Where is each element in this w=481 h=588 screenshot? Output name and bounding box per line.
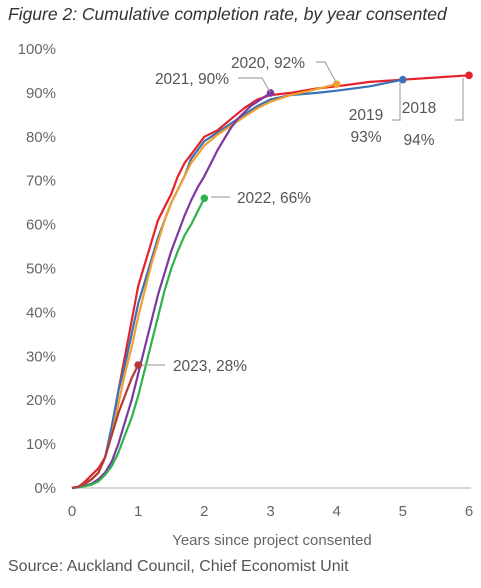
x-tick-label: 0 — [68, 503, 76, 520]
series-end-marker-2019 — [399, 75, 407, 84]
series-label-2020: 2020, 92% — [231, 55, 305, 72]
label-leader-2019 — [392, 82, 401, 121]
y-tick-label: 50% — [26, 261, 56, 278]
y-tick-label: 30% — [26, 348, 56, 365]
x-tick-label: 2 — [200, 503, 208, 520]
line-chart: 0% 10% 20% 30% 40% 50% 60% 70% 80% 90% 100% 0 1 2 3 4 5 6… — [18, 41, 474, 549]
label-leader-2018 — [455, 78, 464, 121]
x-axis-label: Years since project consented — [172, 532, 372, 549]
y-tick-label: 0% — [34, 480, 56, 497]
axes: 0% 10% 20% 30% 40% 50% 60% 70% 80% 90% 100% 0 1 2 3 4 5 6 — [18, 41, 474, 520]
y-tick-label: 70% — [26, 173, 56, 190]
series-end-marker-2018 — [465, 71, 473, 80]
y-tick-label: 20% — [26, 392, 56, 409]
y-tick-label: 90% — [26, 85, 56, 102]
series-label-2021: 2021, 90% — [155, 71, 229, 88]
series-label-2019: 2019 — [349, 107, 383, 124]
x-tick-label: 6 — [465, 503, 473, 520]
series-label-2023: 2023, 28% — [173, 358, 247, 375]
x-tick-label: 5 — [399, 503, 407, 520]
series-end-marker-2023 — [134, 361, 142, 369]
x-tick-label: 1 — [134, 503, 142, 520]
chart-title: Figure 2: Cumulative completion rate, by… — [8, 4, 447, 24]
y-tick-label: 80% — [26, 129, 56, 146]
series-label-2022: 2022, 66% — [237, 190, 311, 207]
series-label-2019: 93% — [350, 129, 381, 146]
y-tick-label: 40% — [26, 304, 56, 321]
series-label-2018: 2018 — [402, 100, 436, 117]
series-line-2021 — [71, 91, 272, 490]
y-tick-label: 60% — [26, 217, 56, 234]
source-note: Source: Auckland Council, Chief Economis… — [8, 558, 349, 575]
series-layer — [71, 71, 473, 490]
label-leader-2021 — [238, 77, 271, 93]
x-tick-label: 4 — [332, 503, 340, 520]
series-line-2022 — [71, 197, 206, 490]
series-end-marker-2021 — [266, 89, 275, 97]
annotations: 2018 94% 2019 93% 2020, 92%2021, 90% 2022, 66… — [142, 55, 464, 375]
series-end-marker-2022 — [200, 194, 209, 203]
series-end-marker-2020 — [332, 80, 341, 88]
series-label-2018: 94% — [403, 132, 434, 149]
series-line-2023 — [71, 364, 140, 490]
label-leader-2020 — [316, 61, 337, 83]
x-tick-label: 3 — [266, 503, 274, 520]
y-tick-label: 10% — [26, 436, 56, 453]
y-tick-label: 100% — [18, 41, 56, 58]
